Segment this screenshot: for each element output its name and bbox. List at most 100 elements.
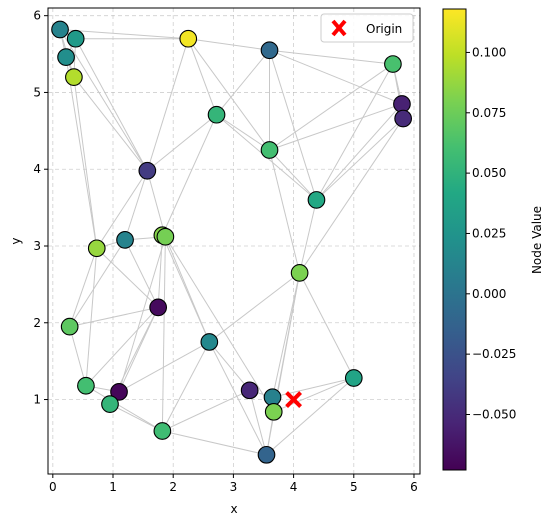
graph-edge bbox=[69, 248, 98, 327]
graph-node bbox=[156, 227, 175, 246]
x-tick-label: 6 bbox=[410, 480, 418, 494]
plot-frame bbox=[47, 7, 421, 475]
graph-edge bbox=[299, 199, 317, 273]
x-tick-label: 1 bbox=[109, 480, 117, 494]
graph-edge bbox=[147, 114, 217, 172]
graph-node bbox=[87, 239, 106, 258]
x-tick-label: 4 bbox=[290, 480, 298, 494]
colorbar-tick-label: −0.050 bbox=[472, 407, 516, 421]
graph-node bbox=[153, 422, 172, 440]
graph-edge bbox=[146, 170, 166, 237]
graph-edge bbox=[187, 38, 218, 115]
x-axis-ticks: 0 1 2 3 4 5 6 bbox=[49, 474, 418, 494]
graph-edge bbox=[118, 341, 210, 393]
graph-edge bbox=[118, 236, 166, 392]
graph-node bbox=[149, 298, 168, 317]
graph-edge bbox=[208, 341, 251, 391]
graph-edge bbox=[208, 341, 267, 456]
graph-edge bbox=[146, 38, 189, 171]
graph-node bbox=[290, 264, 309, 282]
graph-edge bbox=[164, 236, 275, 413]
graph-edge bbox=[273, 272, 301, 412]
graph-edge bbox=[69, 326, 87, 386]
graph-node bbox=[307, 191, 326, 209]
colorbar: −0.050 −0.025 0.000 0.025 0.050 0.075 0.100 No… bbox=[442, 8, 544, 471]
colorbar-tick-label: 0.025 bbox=[472, 226, 506, 240]
graph-edge bbox=[157, 235, 163, 308]
graph-edge bbox=[73, 77, 98, 249]
graph-edge bbox=[162, 389, 250, 432]
x-tick-label: 5 bbox=[350, 480, 358, 494]
graph-node bbox=[66, 29, 85, 48]
graph-edge bbox=[164, 236, 210, 343]
x-tick-label: 2 bbox=[169, 480, 177, 494]
graph-node bbox=[57, 48, 75, 66]
graph-edge bbox=[269, 149, 317, 201]
graph-edge bbox=[124, 170, 148, 241]
legend: Origin bbox=[320, 13, 414, 43]
graph-edge bbox=[109, 403, 163, 432]
graph-edge bbox=[272, 377, 354, 398]
graph-edge bbox=[299, 118, 404, 274]
graph-node bbox=[110, 383, 128, 401]
x-tick-label: 0 bbox=[49, 480, 57, 494]
graph-node bbox=[257, 445, 276, 464]
graph-node bbox=[51, 20, 69, 39]
graph-edge bbox=[269, 103, 403, 151]
graph-edge bbox=[85, 307, 159, 387]
graph-node bbox=[240, 381, 259, 400]
y-tick-label: 2 bbox=[33, 316, 41, 330]
graph-edge bbox=[269, 63, 394, 151]
graph-node bbox=[200, 333, 219, 351]
legend-origin-label: Origin bbox=[366, 22, 402, 36]
graph-edge bbox=[316, 103, 403, 201]
graph-node bbox=[207, 105, 226, 124]
x-tick-label: 3 bbox=[230, 480, 238, 494]
graph-node bbox=[179, 29, 198, 48]
graph-node bbox=[263, 388, 282, 407]
y-tick-label: 5 bbox=[33, 85, 41, 99]
graph-node bbox=[65, 68, 83, 86]
graph-edge bbox=[65, 57, 98, 249]
graph-edge bbox=[216, 114, 270, 151]
graph-edge bbox=[299, 272, 355, 379]
graph-edge bbox=[162, 430, 267, 456]
graph-edge bbox=[96, 247, 159, 308]
graph-edge bbox=[69, 306, 159, 328]
colorbar-tick-label: 0.000 bbox=[472, 287, 506, 301]
graph-edge bbox=[187, 38, 270, 151]
graph-edge bbox=[269, 49, 403, 105]
legend-origin-marker bbox=[331, 19, 347, 37]
graph-edge bbox=[249, 390, 267, 455]
y-axis-ticks: 1 2 3 4 5 6 bbox=[33, 9, 48, 407]
graph-edge bbox=[273, 377, 354, 413]
graph-edge bbox=[269, 149, 301, 273]
graph-edge bbox=[60, 28, 189, 40]
graph-edge bbox=[161, 114, 217, 236]
colorbar-ticks: −0.050 −0.025 0.000 0.025 0.050 0.075 0.100 bbox=[466, 45, 516, 421]
graph-edge bbox=[266, 377, 355, 456]
graph-node bbox=[101, 395, 119, 413]
graph-edge bbox=[85, 248, 98, 386]
graph-node bbox=[394, 109, 412, 128]
y-tick-label: 4 bbox=[33, 162, 41, 176]
graph-node bbox=[344, 369, 363, 387]
graph-edge bbox=[272, 272, 301, 398]
graph-node bbox=[260, 41, 279, 60]
graph-edge bbox=[216, 49, 270, 116]
graph-edge bbox=[124, 239, 159, 308]
x-axis-label: x bbox=[230, 502, 237, 516]
graph-edge bbox=[96, 170, 148, 249]
graph-node bbox=[264, 402, 283, 421]
graph-node bbox=[60, 317, 79, 336]
colorbar-gradient bbox=[442, 8, 467, 471]
graph-edge bbox=[209, 272, 300, 343]
colorbar-tick-label: 0.075 bbox=[472, 106, 506, 120]
graph-edge bbox=[269, 50, 317, 201]
graph-edge bbox=[269, 49, 393, 65]
graph-edge bbox=[85, 385, 163, 432]
graph-node bbox=[260, 141, 279, 159]
graph-edge bbox=[188, 38, 270, 51]
graph-node bbox=[77, 376, 95, 395]
